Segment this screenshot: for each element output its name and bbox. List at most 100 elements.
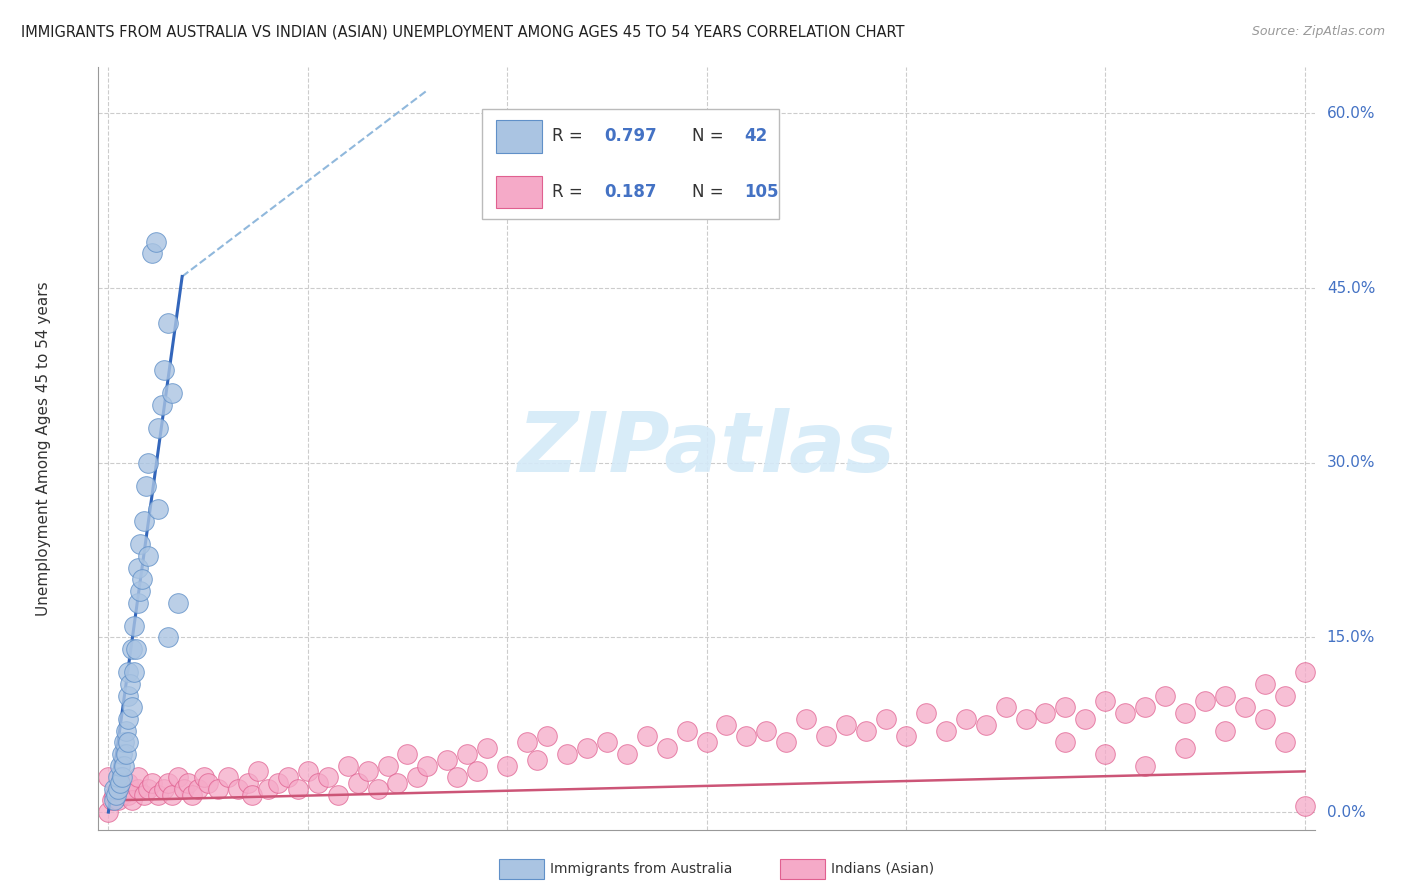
Point <box>377 758 399 772</box>
Text: R =: R = <box>553 183 593 201</box>
Point <box>160 788 183 802</box>
Point <box>236 776 259 790</box>
Point <box>187 781 209 796</box>
Point <box>103 793 125 807</box>
Point <box>1294 799 1316 814</box>
Point <box>1094 747 1116 761</box>
Text: Indians (Asian): Indians (Asian) <box>831 862 934 876</box>
Point <box>141 246 163 260</box>
Point <box>1233 700 1256 714</box>
Point <box>115 747 138 761</box>
Point <box>894 730 917 744</box>
Point <box>436 753 458 767</box>
Text: 0.187: 0.187 <box>605 183 657 201</box>
Point <box>536 730 558 744</box>
Point <box>307 776 329 790</box>
Point <box>127 770 149 784</box>
Point <box>193 770 215 784</box>
Point <box>129 537 152 551</box>
Point <box>226 781 249 796</box>
Point <box>1014 712 1036 726</box>
Point <box>111 788 134 802</box>
Point <box>217 770 239 784</box>
Point <box>121 700 143 714</box>
Point <box>167 770 190 784</box>
Text: 15.0%: 15.0% <box>1327 630 1375 645</box>
Text: IMMIGRANTS FROM AUSTRALIA VS INDIAN (ASIAN) UNEMPLOYMENT AMONG AGES 45 TO 54 YEA: IMMIGRANTS FROM AUSTRALIA VS INDIAN (ASI… <box>21 25 904 40</box>
Point <box>125 642 148 657</box>
Point <box>456 747 478 761</box>
Point <box>131 572 153 586</box>
Point <box>246 764 269 779</box>
Point <box>596 735 619 749</box>
Bar <box>496 176 543 208</box>
Point <box>207 781 229 796</box>
Point <box>135 479 157 493</box>
Point <box>1133 758 1156 772</box>
Point <box>974 718 997 732</box>
Point <box>755 723 778 738</box>
Point <box>181 788 204 802</box>
Point <box>111 747 134 761</box>
Point <box>555 747 578 761</box>
Point <box>955 712 977 726</box>
Point <box>117 689 139 703</box>
Point <box>148 502 170 516</box>
Point <box>153 781 176 796</box>
Point <box>127 595 149 609</box>
Point <box>103 781 125 796</box>
Point <box>735 730 758 744</box>
Point <box>97 770 120 784</box>
Bar <box>496 120 543 153</box>
Point <box>197 776 219 790</box>
Point <box>160 385 183 400</box>
Point <box>775 735 797 749</box>
Text: N =: N = <box>692 128 728 145</box>
Point <box>994 700 1017 714</box>
Point <box>145 235 167 249</box>
Text: 42: 42 <box>744 128 768 145</box>
Point <box>446 770 468 784</box>
Point <box>914 706 936 720</box>
Point <box>110 776 132 790</box>
Point <box>157 631 180 645</box>
Point <box>1133 700 1156 714</box>
Point <box>117 712 139 726</box>
Point <box>115 723 138 738</box>
Point <box>387 776 409 790</box>
Point <box>815 730 838 744</box>
Point <box>655 741 678 756</box>
Point <box>496 758 519 772</box>
Point <box>277 770 299 784</box>
Point <box>1054 700 1077 714</box>
Text: 45.0%: 45.0% <box>1327 281 1375 295</box>
Point <box>696 735 718 749</box>
Point <box>107 781 129 796</box>
Point <box>124 619 146 633</box>
Point <box>875 712 897 726</box>
Point <box>516 735 538 749</box>
Point <box>406 770 429 784</box>
Point <box>148 421 170 435</box>
Point <box>935 723 957 738</box>
Point <box>240 788 263 802</box>
Point <box>141 776 163 790</box>
Point <box>136 781 159 796</box>
Point <box>416 758 439 772</box>
Point <box>1194 694 1216 708</box>
Point <box>1174 706 1197 720</box>
Point <box>117 776 139 790</box>
Text: N =: N = <box>692 183 728 201</box>
Point <box>167 595 190 609</box>
Point <box>1114 706 1136 720</box>
Point <box>316 770 339 784</box>
Point <box>129 583 152 598</box>
Point <box>157 776 180 790</box>
Point <box>136 456 159 470</box>
Point <box>1074 712 1097 726</box>
Point <box>1154 689 1177 703</box>
Point <box>1254 677 1277 691</box>
Point <box>1174 741 1197 756</box>
Text: Immigrants from Australia: Immigrants from Australia <box>550 862 733 876</box>
Point <box>127 560 149 574</box>
